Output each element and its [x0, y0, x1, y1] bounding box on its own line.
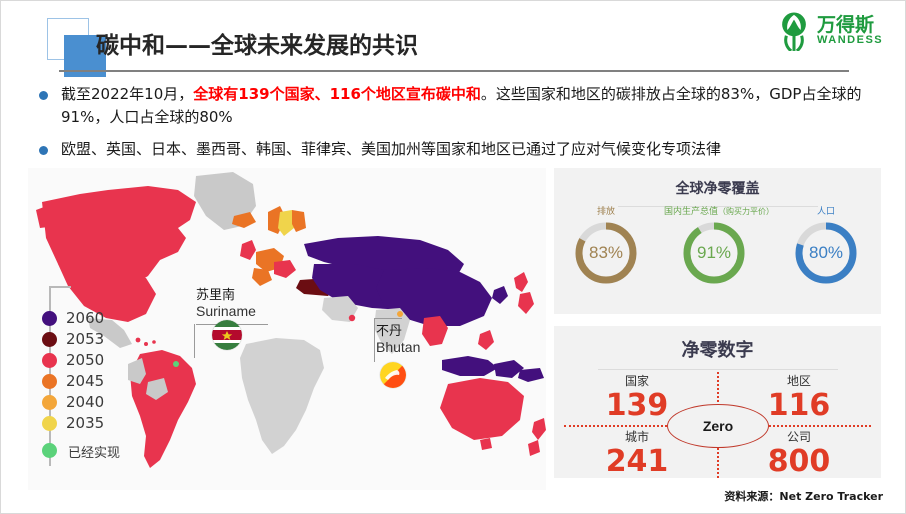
- source-note: 资料来源：Net Zero Tracker: [724, 488, 883, 504]
- quadrant-label: 公司: [786, 430, 811, 444]
- logo-text-cn: 万得斯: [817, 14, 875, 36]
- bullet-dot-icon: [39, 91, 48, 100]
- legend-label: 2053: [66, 330, 105, 348]
- highlighted-text: 全球有139个国家、116个地区宣布碳中和: [193, 85, 481, 103]
- legend-swatch-icon: [42, 353, 57, 368]
- callout-label-en: Suriname: [196, 303, 256, 319]
- donut-value: 83%: [588, 243, 624, 262]
- callout-leader-line: [374, 318, 402, 320]
- bullet-item-2: 欧盟、英国、日本、墨西哥、韩国、菲律宾、美国加州等国家和地区已通过了应对气候变化…: [25, 138, 891, 161]
- legend-swatch-icon: [42, 374, 57, 389]
- world-map-panel: 2060 2053 2050 2045 2040 2035: [28, 168, 546, 490]
- legend-label: 已经实现: [68, 446, 121, 461]
- donut-ring: 83%: [573, 220, 639, 286]
- quadrant-value: 139: [605, 388, 669, 423]
- legend-item: 2035: [42, 413, 146, 434]
- legend-item: 2040: [42, 392, 146, 413]
- bullet-list: 截至2022年10月，全球有139个国家、116个地区宣布碳中和。这些国家和地区…: [25, 83, 891, 170]
- brand-logo: 万得斯 WANDESS: [775, 9, 893, 55]
- slide-header: 碳中和——全球未来发展的共识 万得斯 WANDESS: [1, 1, 906, 77]
- donut-label: 国内生产总值（购买力平价）: [664, 207, 775, 217]
- quadrant-value: 241: [605, 444, 669, 479]
- source-label: 资料来源：: [724, 490, 780, 503]
- legend-swatch-icon: [42, 395, 57, 410]
- bullet-dot-icon: [39, 146, 48, 155]
- quadrant-value: 116: [767, 388, 831, 423]
- callout-label-cn: 不丹: [376, 324, 403, 339]
- plain-text: 。这些国家和地区的碳排放占全球的83%，GDP占全球的91%，人口占全球的80%: [61, 85, 862, 126]
- bullet-item-1: 截至2022年10月，全球有139个国家、116个地区宣布碳中和。这些国家和地区…: [25, 83, 891, 129]
- donut-ring: 91%: [681, 220, 747, 286]
- quadrant-label: 城市: [624, 430, 649, 444]
- callout-leader-line: [194, 324, 196, 358]
- legend-item: 2045: [42, 371, 146, 392]
- netzero-card: 净零数字 国家 139 地区 116 城市 241 公司: [554, 326, 881, 478]
- netzero-quadrant-grid: 国家 139 地区 116 城市 241 公司 800 Zero: [554, 372, 881, 478]
- bullet-text-1: 截至2022年10月，全球有139个国家、116个地区宣布碳中和。这些国家和地区…: [61, 83, 891, 129]
- quadrant-companies: 公司 800: [724, 428, 874, 478]
- callout-label-en: Bhutan: [376, 339, 421, 355]
- legend-item: 2060: [42, 308, 146, 329]
- plain-text: 欧盟、英国、日本、墨西哥、韩国、菲律宾、美国加州等国家和地区已通过了应对气候变化…: [61, 140, 722, 158]
- quadrant-countries: 国家 139: [562, 372, 712, 422]
- source-value: Net Zero Tracker: [779, 490, 883, 503]
- coverage-card-title: 全球净零覆盖: [675, 181, 760, 197]
- donut-label: 排放: [596, 207, 615, 217]
- page-title: 碳中和——全球未来发展的共识: [96, 33, 418, 59]
- legend-swatch-icon: [42, 443, 57, 458]
- bhutan-flag-icon: [380, 362, 406, 388]
- coverage-card: 全球净零覆盖 排放 83% 国内生产总值（购买力平价）: [554, 168, 881, 314]
- map-legend: 2060 2053 2050 2045 2040 2035: [42, 286, 146, 466]
- right-column: 全球净零覆盖 排放 83% 国内生产总值（购买力平价）: [554, 168, 881, 478]
- callout-label-cn: 苏里南: [196, 288, 236, 303]
- title-divider: [59, 70, 849, 72]
- legend-axis-tick: [49, 286, 71, 288]
- donut-gdp: 国内生产总值（购买力平价） 91%: [664, 204, 775, 286]
- donut-value: 80%: [808, 243, 844, 262]
- legend-label: 2060: [66, 309, 105, 327]
- legend-item: 2053: [42, 329, 146, 350]
- legend-swatch-icon: [42, 332, 57, 347]
- donut-ring: 80%: [793, 220, 859, 286]
- quadrant-label: 国家: [624, 374, 649, 388]
- callout-leader-line: [374, 318, 376, 362]
- donut-population: 人口 80%: [776, 204, 876, 286]
- map-callout-bhutan: 不丹 Bhutan: [376, 324, 420, 355]
- legend-item: 2050: [42, 350, 146, 371]
- coverage-card-divider: [617, 206, 818, 207]
- donut-emissions: 排放 83%: [556, 204, 656, 286]
- legend-label: 2040: [66, 393, 105, 411]
- legend-label: 2050: [66, 351, 105, 369]
- quadrant-label: 地区: [786, 374, 811, 388]
- legend-label: 2035: [66, 414, 105, 432]
- quadrant-cities: 城市 241: [562, 428, 712, 478]
- plain-text: 截至2022年10月，: [61, 85, 194, 103]
- bullet-text-2: 欧盟、英国、日本、墨西哥、韩国、菲律宾、美国加州等国家和地区已通过了应对气候变化…: [61, 138, 891, 161]
- netzero-card-title: 净零数字: [681, 340, 754, 361]
- zero-center-badge: Zero: [667, 404, 769, 448]
- donut-value: 91%: [696, 243, 732, 262]
- logo-text-en: WANDESS: [817, 34, 884, 46]
- world-map-graphic: [28, 168, 546, 490]
- suriname-flag-icon: [212, 320, 242, 350]
- quadrant-regions: 地区 116: [724, 372, 874, 422]
- donut-chart-group: 排放 83% 国内生产总值（购买力平价）: [554, 204, 881, 312]
- plant-logo-icon: [775, 11, 813, 53]
- map-callout-suriname: 苏里南 Suriname: [196, 288, 256, 319]
- legend-swatch-icon: [42, 311, 57, 326]
- legend-item: 已经实现: [42, 434, 146, 461]
- legend-label: 2045: [66, 372, 105, 390]
- quadrant-value: 800: [767, 444, 831, 479]
- legend-swatch-icon: [42, 416, 57, 431]
- netzero-card-divider: [597, 369, 838, 370]
- donut-label: 人口: [816, 207, 835, 217]
